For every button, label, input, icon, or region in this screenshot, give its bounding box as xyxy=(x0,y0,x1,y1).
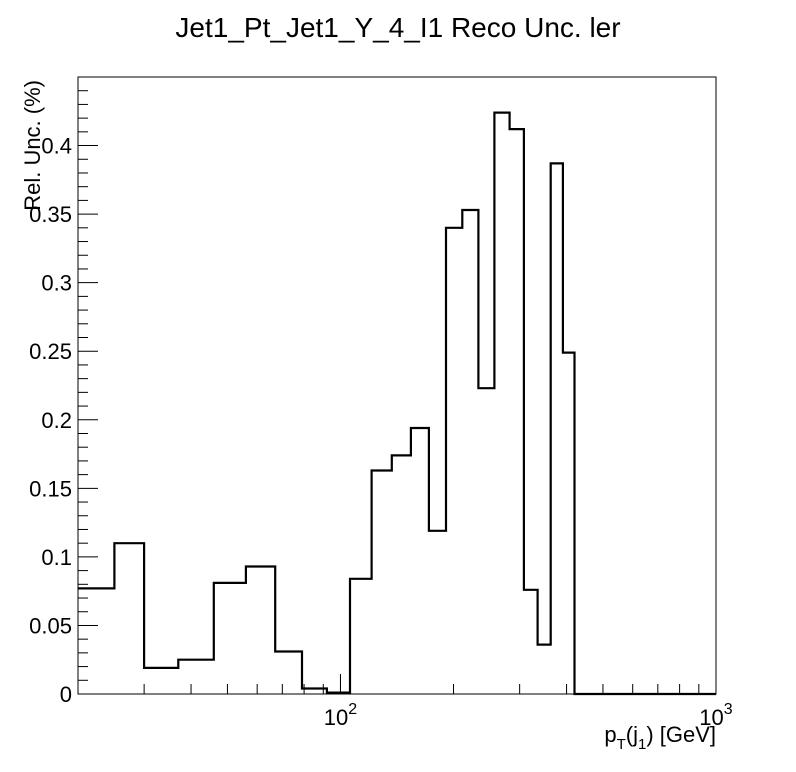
x-label-sub2: 1 xyxy=(638,736,646,753)
histogram-series xyxy=(78,111,716,696)
x-label-mid: (j xyxy=(626,722,638,747)
y-tick-label: 0.25 xyxy=(29,339,72,364)
y-tick-label: 0.3 xyxy=(41,271,72,296)
y-tick-label: 0.35 xyxy=(29,202,72,227)
y-tick-label: 0.4 xyxy=(41,134,72,159)
x-tick-base: 10 xyxy=(699,705,723,730)
y-tick-label: 0.05 xyxy=(29,613,72,638)
x-tick-exp: 2 xyxy=(348,701,357,718)
x-tick-base: 10 xyxy=(324,705,348,730)
y-tick-label: 0.2 xyxy=(41,408,72,433)
plot-frame xyxy=(77,76,717,695)
y-tick-label: 0.15 xyxy=(29,476,72,501)
x-label-base: p xyxy=(604,722,616,747)
y-axis-ticks: 0 0.05 0.1 0.15 0.2 0.25 0.3 0.35 0.4 xyxy=(29,76,98,707)
x-tick-label: 102 xyxy=(324,701,357,730)
x-label-end: ) [GeV] xyxy=(646,722,716,747)
x-tick-exp: 3 xyxy=(724,701,733,718)
chart-title: Jet1_Pt_Jet1_Y_4_I1 Reco Unc. ler xyxy=(175,12,620,43)
x-axis-label: pT(j1) [GeV] xyxy=(604,722,716,753)
y-axis-label: Rel. Unc. (%) xyxy=(20,80,45,211)
y-tick-label: 0.1 xyxy=(41,545,72,570)
x-axis-ticks: 102 103 xyxy=(77,674,733,730)
x-label-sub1: T xyxy=(617,736,626,753)
x-tick-label: 103 xyxy=(699,701,732,730)
y-tick-label: 0 xyxy=(60,682,72,707)
